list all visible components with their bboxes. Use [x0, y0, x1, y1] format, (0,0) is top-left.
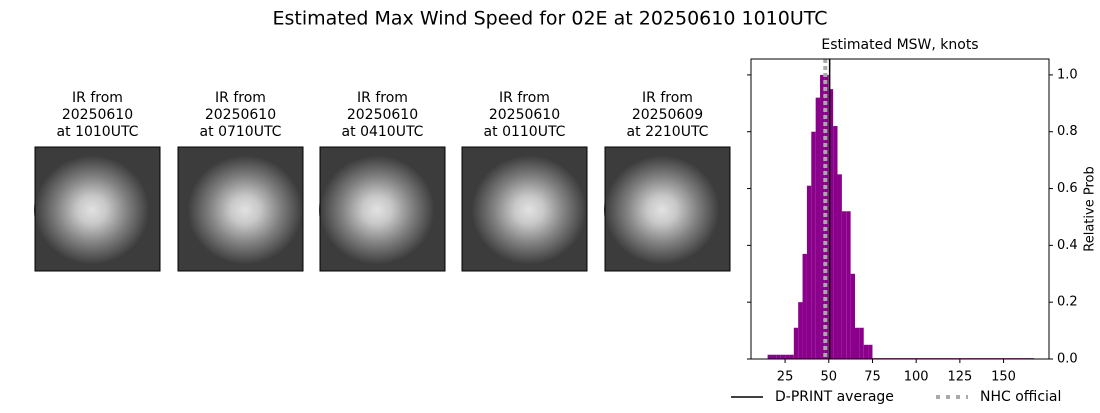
cloud-mass: [34, 155, 150, 265]
panel-title: at 0710UTC: [200, 124, 282, 140]
cloud-mass: [319, 155, 435, 265]
histogram-bar: [780, 354, 786, 359]
histogram-bar: [850, 273, 855, 359]
image-frame: [177, 146, 304, 272]
cloud-mass: [604, 155, 720, 265]
histogram-bar: [811, 131, 816, 359]
y-tick-label: 0.8: [1057, 124, 1078, 139]
legend-label: D-PRINT average: [775, 389, 894, 405]
cloud-mass: [471, 155, 587, 265]
panel-title: at 0410UTC: [342, 124, 424, 140]
image-frame: [604, 146, 731, 272]
panel-title: IR from: [215, 90, 266, 106]
histogram-bar: [798, 302, 803, 359]
y-tick-label: 1.0: [1057, 67, 1078, 82]
histogram-bar: [771, 354, 777, 359]
histogram-bar: [846, 211, 851, 359]
histogram-bar: [776, 354, 781, 359]
plot-frame: [750, 58, 1050, 360]
histogram-bar: [833, 126, 838, 359]
figure-title: Estimated Max Wind Speed for 02E at 2025…: [272, 8, 827, 30]
y-tick-label: 0.2: [1057, 295, 1078, 310]
y-tick-label: 0.0: [1057, 352, 1078, 367]
panel-title: 20250610: [62, 107, 133, 123]
panel-title: IR from: [357, 90, 408, 106]
panel-title: at 2210UTC: [627, 124, 709, 140]
chart-title: Estimated MSW, knots: [821, 37, 978, 53]
histogram-bar: [793, 327, 799, 359]
histogram-bar: [802, 253, 807, 359]
histogram-bar: [863, 344, 869, 359]
x-tick-label: 50: [821, 370, 838, 385]
image-frame: [319, 146, 446, 272]
histogram-bar: [841, 211, 847, 359]
histogram-bar: [806, 185, 812, 359]
histogram-bar: [789, 354, 794, 359]
histogram-bar: [828, 89, 834, 359]
histogram-bar: [859, 327, 864, 359]
panel-title: at 1010UTC: [57, 124, 139, 140]
panel-title: 20250610: [347, 107, 418, 123]
x-tick-label: 150: [991, 370, 1016, 385]
panel-title: IR from: [499, 90, 550, 106]
y-tick-label: 0.6: [1057, 181, 1078, 196]
panel-title: 20250610: [205, 107, 276, 123]
panel-title: 20250609: [632, 107, 703, 123]
x-tick-label: 100: [904, 370, 929, 385]
histogram-bar: [820, 74, 825, 359]
histogram-bar: [815, 97, 821, 360]
x-tick-label: 125: [947, 370, 972, 385]
cloud-mass: [187, 155, 303, 265]
image-frame: [34, 146, 161, 272]
x-tick-label: 25: [777, 370, 794, 385]
panel-title: 20250610: [489, 107, 560, 123]
histogram-bar: [868, 344, 873, 359]
histogram-bar: [837, 174, 842, 359]
histogram-bar: [854, 327, 860, 359]
panel-title: IR from: [72, 90, 123, 106]
x-tick-label: 75: [864, 370, 881, 385]
y-axis-label: Relative Prob: [1083, 166, 1098, 251]
panel-title: IR from: [642, 90, 693, 106]
panel-title: at 0110UTC: [484, 124, 566, 140]
y-tick-label: 0.4: [1057, 238, 1078, 253]
histogram-bar: [767, 354, 772, 359]
histogram-bar: [785, 354, 790, 359]
image-frame: [461, 146, 588, 272]
legend-label: NHC official: [980, 389, 1061, 405]
